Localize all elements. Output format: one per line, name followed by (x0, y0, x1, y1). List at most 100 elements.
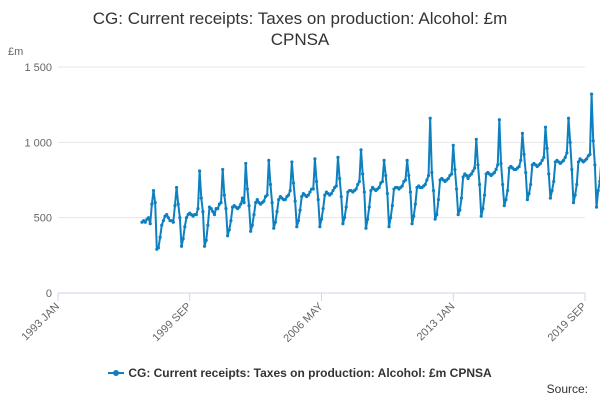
data-point (338, 176, 342, 181)
data-point (436, 197, 441, 202)
data-point (527, 191, 531, 196)
data-point (293, 199, 297, 203)
data-point (471, 169, 475, 173)
data-point (410, 222, 414, 226)
data-point (476, 163, 480, 167)
y-tick-label: 1 000 (24, 137, 52, 149)
data-point (306, 193, 310, 197)
data-point (199, 196, 203, 200)
source-label: Source: (546, 382, 588, 396)
data-point (150, 202, 154, 206)
x-tick-label: 2019 SEP (546, 301, 590, 345)
data-point (255, 197, 259, 202)
data-point (342, 216, 347, 220)
data-point (356, 182, 360, 187)
data-point (300, 194, 304, 199)
y-tick-label: 0 (46, 288, 52, 300)
y-axis: 0 500 1 000 1 500£m (8, 46, 52, 300)
data-point (290, 160, 294, 164)
x-tick-label: 1999 SEP (150, 301, 194, 345)
data-point (412, 214, 416, 218)
legend-item[interactable]: CG: Current receipts: Taxes on productio… (108, 366, 492, 380)
data-point (245, 187, 249, 191)
data-point (323, 193, 327, 197)
data-point (591, 139, 595, 143)
data-point (250, 223, 254, 227)
data-point (212, 213, 217, 217)
data-point (247, 204, 251, 208)
data-point (244, 161, 248, 166)
data-point (474, 137, 478, 141)
legend[interactable]: CG: Current receipts: Taxes on productio… (0, 366, 600, 381)
data-point (291, 181, 296, 185)
data-point (543, 125, 548, 129)
data-point (563, 155, 567, 159)
data-point (565, 151, 569, 155)
data-point (153, 201, 157, 205)
data-point (283, 197, 287, 202)
y-tick-label: 500 (34, 213, 52, 225)
data-point (458, 208, 462, 212)
data-point (357, 179, 361, 184)
data-point (435, 213, 439, 217)
data-point (382, 158, 386, 163)
data-point (506, 188, 510, 193)
data-point (316, 197, 320, 202)
data-point (492, 170, 497, 175)
data-point (524, 170, 528, 175)
data-point (237, 205, 241, 209)
data-point (151, 188, 156, 193)
data-point (204, 238, 208, 242)
data-point (265, 193, 269, 197)
data-point (254, 201, 258, 205)
series-layer (140, 92, 600, 251)
data-point (319, 217, 324, 221)
data-point (459, 196, 464, 200)
data-point (239, 202, 243, 206)
data-point (201, 210, 205, 214)
data-point (479, 214, 483, 218)
data-point (548, 196, 553, 200)
data-point (552, 179, 556, 184)
data-point (481, 207, 485, 211)
data-point (403, 178, 408, 182)
data-point (148, 222, 152, 226)
data-point (542, 155, 546, 159)
data-point (221, 167, 225, 172)
data-point (428, 116, 432, 120)
data-point (384, 173, 388, 178)
data-point (354, 187, 358, 191)
data-point (369, 188, 373, 193)
data-point (451, 143, 455, 147)
data-point (158, 235, 162, 239)
data-point (178, 216, 182, 220)
data-point (456, 213, 460, 217)
data-point (478, 182, 482, 187)
data-point (540, 158, 544, 163)
data-point (311, 187, 315, 191)
data-point (224, 207, 228, 211)
data-point (571, 201, 576, 205)
data-point (364, 226, 368, 230)
data-point (268, 182, 273, 187)
data-point (367, 205, 371, 209)
legend-line-marker-icon (108, 368, 125, 378)
data-point (430, 170, 434, 175)
data-point (497, 118, 501, 122)
data-point (522, 152, 526, 156)
data-point (336, 155, 340, 159)
data-point (329, 191, 333, 196)
data-point (589, 92, 594, 96)
data-point (196, 207, 200, 211)
data-point (341, 222, 345, 226)
data-point (570, 167, 574, 172)
data-point (538, 161, 543, 166)
data-point (494, 167, 498, 172)
chart-title: CG: Current receipts: Taxes on productio… (0, 8, 600, 50)
data-point (275, 210, 279, 214)
data-point (308, 190, 312, 194)
data-point (593, 163, 597, 167)
data-point (166, 216, 170, 220)
data-point (262, 199, 266, 203)
data-point (270, 201, 274, 205)
